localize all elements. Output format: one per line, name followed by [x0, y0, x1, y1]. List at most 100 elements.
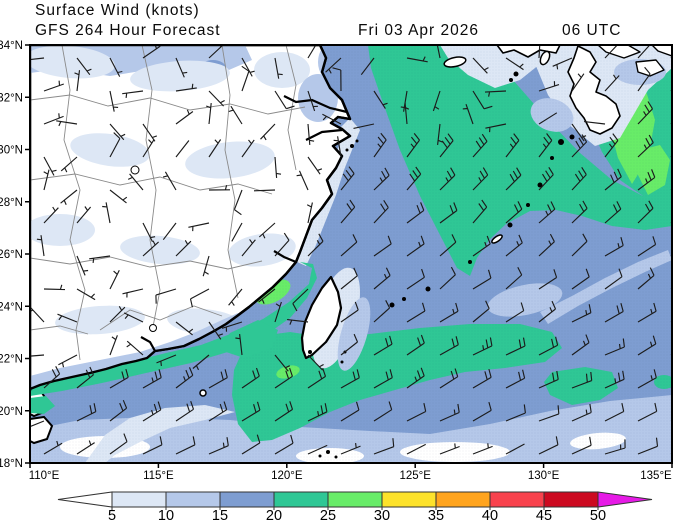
- wind-barb: [274, 434, 294, 455]
- wind-barb: [306, 202, 313, 224]
- wind-barb: [604, 133, 619, 158]
- colorbar-segment-45: [543, 491, 599, 508]
- wind-barb: [400, 103, 408, 125]
- wind-barbs: [30, 45, 672, 455]
- wind-barb: [439, 403, 460, 422]
- region-strait-green-bulge: [220, 320, 278, 358]
- wind-barb: [505, 133, 520, 158]
- wind-barb: [60, 189, 78, 205]
- wind-barb: [472, 269, 492, 290]
- wind-barb: [353, 123, 375, 129]
- colorbar-tick-label: 20: [266, 508, 282, 524]
- province-border-8: [30, 325, 89, 335]
- wind-barb: [76, 440, 95, 455]
- wind-barb: [175, 436, 196, 455]
- wind-barb: [208, 90, 225, 107]
- wind-barb: [538, 300, 557, 323]
- wind-barb: [505, 369, 526, 389]
- wind-barb: [670, 452, 672, 455]
- wind-barb: [437, 123, 443, 145]
- province-border-7: [99, 305, 223, 331]
- land-region-land-pale-6: [30, 214, 95, 246]
- island-pratas: [199, 389, 207, 397]
- river-2: [140, 336, 156, 352]
- wind-barb: [538, 269, 558, 290]
- colorbar-segment-5: [111, 491, 167, 508]
- wind-barb: [604, 338, 625, 356]
- wind-barb: [142, 45, 161, 59]
- wind-barb: [109, 368, 129, 389]
- wind-barb: [175, 57, 188, 78]
- wind-barb: [538, 112, 558, 125]
- wind-barb: [307, 403, 328, 422]
- wind-barb: [340, 401, 360, 422]
- wind-barb: [241, 367, 260, 389]
- wind-barb: [123, 312, 144, 323]
- wind-barb: [122, 288, 144, 298]
- wind-barb: [307, 156, 323, 175]
- wind-barb: [332, 67, 342, 92]
- wind-barb: [538, 233, 555, 257]
- province-border-0: [30, 94, 306, 115]
- wind-barb: [30, 57, 45, 61]
- wind-barb: [637, 267, 655, 290]
- colorbar-segment-20: [273, 491, 329, 508]
- wind-barb: [538, 133, 553, 158]
- wind-barb: [439, 368, 459, 389]
- taiwan-land: [300, 275, 343, 360]
- wind-barb: [109, 399, 128, 422]
- land-region-land-pale-2: [130, 60, 230, 92]
- wind-barb: [484, 90, 507, 97]
- wind-barb: [208, 369, 228, 389]
- colorbar-segment-30: [381, 491, 437, 508]
- wind-barb: [175, 367, 194, 389]
- island-osumi-1: [558, 139, 564, 145]
- wind-barb: [274, 156, 282, 178]
- wind-barb: [241, 65, 250, 92]
- wind-barb: [637, 66, 651, 92]
- wind-barb: [274, 57, 283, 79]
- region-hainan-east-green: [30, 396, 55, 414]
- wind-barb: [228, 105, 243, 125]
- shikoku-land: [635, 59, 665, 77]
- land-region-land-pale-7: [120, 235, 200, 265]
- lon-label: 120°E: [271, 470, 303, 480]
- wind-barb: [253, 189, 276, 192]
- island-jeju: [443, 56, 467, 68]
- wind-barb: [60, 156, 78, 173]
- wind-barb: [307, 45, 317, 59]
- wind-barb: [571, 268, 590, 290]
- coastal-wind-bands: [30, 262, 317, 414]
- wind-barb: [472, 337, 493, 356]
- wind-barb: [340, 166, 355, 191]
- wind-barb: [604, 74, 620, 92]
- wind-barb: [43, 284, 66, 291]
- river-1: [305, 128, 343, 141]
- wind-barb: [406, 56, 428, 63]
- wind-barb: [76, 255, 89, 276]
- wind-barb: [142, 123, 157, 142]
- wind-barb: [322, 113, 342, 125]
- land-region-land-pale-4: [70, 133, 150, 167]
- wind-barb: [175, 401, 195, 422]
- small-islands: [199, 50, 575, 459]
- lon-label: 125°E: [399, 470, 431, 480]
- island-babuyan-2: [334, 455, 338, 459]
- wind-barb: [571, 200, 588, 224]
- wind-barb: [472, 199, 488, 224]
- wind-barb: [571, 166, 587, 191]
- wind-barb: [241, 434, 261, 455]
- wind-barb: [571, 436, 592, 455]
- wind-barb: [76, 206, 92, 224]
- wind-barb: [406, 443, 426, 455]
- wind-barb: [670, 353, 672, 356]
- wind-barb: [126, 340, 144, 356]
- wind-barb: [208, 185, 231, 191]
- wind-barb: [538, 436, 559, 455]
- wind-barb: [472, 401, 492, 422]
- wind-barb: [307, 354, 324, 371]
- wind-barb: [109, 90, 119, 112]
- colorbar-left-arrow: [57, 491, 113, 508]
- colorbar-tick-label: 40: [482, 508, 498, 524]
- wind-barb: [373, 401, 393, 422]
